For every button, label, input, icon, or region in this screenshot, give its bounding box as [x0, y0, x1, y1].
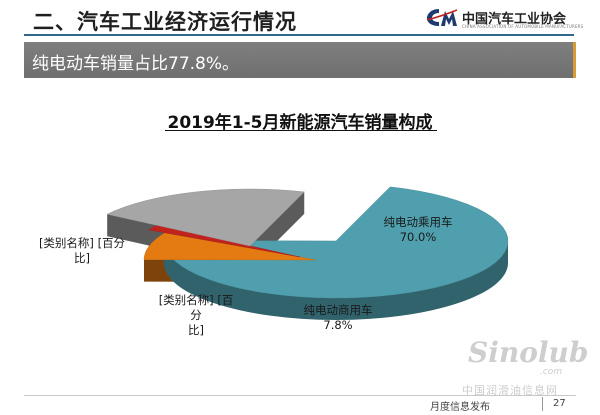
caam-logo-icon	[426, 9, 458, 26]
watermark-site-name: 中国润滑油信息网	[462, 384, 558, 397]
pie-slice-tops	[106, 186, 509, 299]
pie-data-label-2-line-1: 分	[190, 308, 202, 322]
chart-title-underline	[165, 130, 437, 131]
logo-english-text: CHINA ASSOCIATION OF AUTOMOBILE MANUFACT…	[462, 24, 584, 29]
pie-data-label-0: 纯电动乘用车 70.0%	[384, 215, 453, 244]
chart-title: 2019年1-5月新能源汽车销量构成	[167, 113, 433, 133]
pie-data-label-3-line-0: [类别名称] [百分	[39, 236, 126, 250]
page-number: 27	[553, 398, 566, 409]
summary-text: 纯电动车销量占比77.8%。	[32, 54, 240, 74]
footer-separator	[542, 397, 543, 411]
pie-data-label-3-line-1: 比]	[74, 251, 90, 265]
slide-header: 二、汽车工业经济运行情况 中国汽车工业协会 CHINA ASSOCIATION …	[0, 0, 600, 40]
pie-data-label-3: [类别名称] [百分比]	[39, 236, 126, 265]
slide-title: 二、汽车工业经济运行情况	[33, 10, 297, 34]
banner-accent	[573, 42, 576, 78]
pie-slice-sides	[164, 241, 508, 320]
pie-slice-0	[163, 186, 509, 299]
summary-banner: 纯电动车销量占比77.8%。	[24, 42, 576, 78]
pie-slice-side-0-0	[164, 241, 508, 320]
footer-label: 月度信息发布	[430, 402, 490, 413]
pie-slice-3	[106, 188, 305, 247]
pie-data-label-2-line-2: 比]	[188, 323, 204, 337]
header-divider	[24, 34, 574, 36]
pie-data-label-2-line-0: [类别名称] [百	[159, 293, 234, 307]
footer-divider	[24, 395, 576, 396]
logo-chinese-text: 中国汽车工业协会	[462, 12, 567, 27]
pie-labels: 纯电动乘用车 70.0%纯电动商用车 7.8%[类别名称] [百分比][类别名称] …	[39, 215, 453, 337]
watermark-logo: Sinolub	[468, 336, 589, 369]
pie-data-label-0-line-0: 纯电动乘用车	[384, 215, 453, 229]
pie-data-label-1-line-1: 7.8%	[323, 318, 352, 332]
pie-data-label-2: [类别名称] [百分比]	[159, 293, 234, 337]
caam-logo: 中国汽车工业协会 CHINA ASSOCIATION OF AUTOMOBILE…	[425, 6, 585, 32]
pie-data-label-1-line-0: 纯电动商用车	[304, 303, 373, 317]
watermark-com: .com	[540, 367, 563, 377]
pie-data-label-0-line-1: 70.0%	[400, 230, 437, 244]
pie-data-label-1: 纯电动商用车 7.8%	[304, 303, 373, 332]
